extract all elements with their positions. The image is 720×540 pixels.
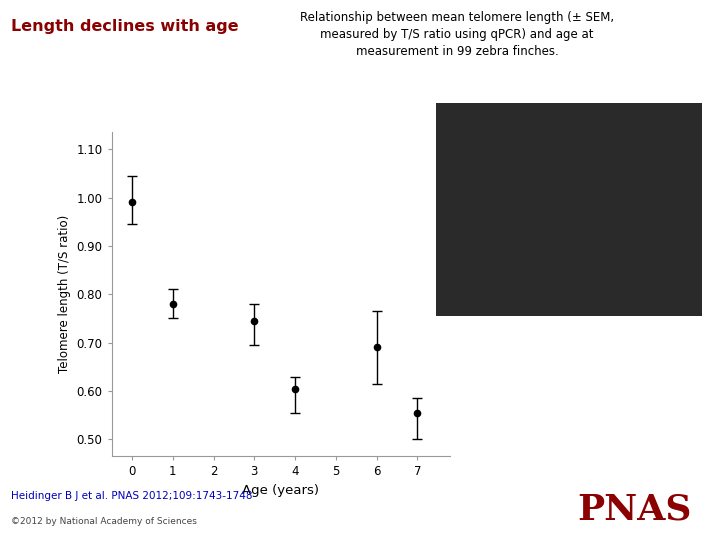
Text: PNAS: PNAS xyxy=(577,492,691,526)
X-axis label: Age (years): Age (years) xyxy=(243,484,319,497)
Text: Heidinger B J et al. PNAS 2012;109:1743-1748: Heidinger B J et al. PNAS 2012;109:1743-… xyxy=(11,491,252,502)
Y-axis label: Telomere length (T/S ratio): Telomere length (T/S ratio) xyxy=(58,215,71,374)
Text: ©2012 by National Academy of Sciences: ©2012 by National Academy of Sciences xyxy=(11,517,197,526)
Text: Relationship between mean telomere length (± SEM,
measured by T/S ratio using qP: Relationship between mean telomere lengt… xyxy=(300,11,614,58)
Text: Length declines with age: Length declines with age xyxy=(11,19,238,34)
